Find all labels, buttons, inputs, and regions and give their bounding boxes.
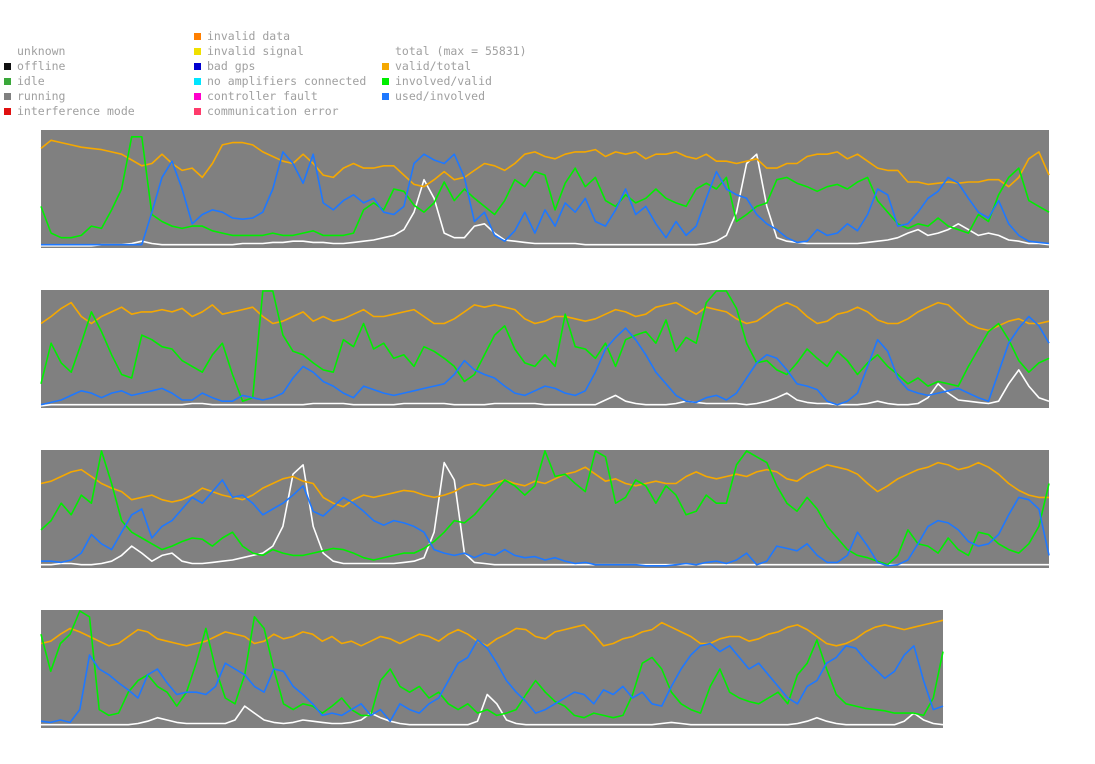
legend-label: total (max = 55831) <box>395 44 527 58</box>
legend-label: controller fault <box>207 89 318 103</box>
legend-label: involved/valid <box>395 74 492 88</box>
legend-item: offline <box>4 59 135 74</box>
legend-item: valid/total <box>382 59 527 74</box>
series-line-total <box>41 693 944 726</box>
chart-row-2 <box>40 290 1050 407</box>
legend-label: used/involved <box>395 89 486 103</box>
legend-swatch <box>194 48 201 55</box>
series-line-valid-per-total <box>40 619 944 647</box>
legend-item: invalid signal <box>194 44 366 59</box>
legend-label: no amplifiers connected <box>207 74 367 88</box>
legend-label: unknown <box>17 44 66 58</box>
chart-strip-4 <box>41 610 943 728</box>
legend-label: interference mode <box>17 104 135 118</box>
legend-error-column: invalid data invalid signal bad gps no ampl… <box>194 29 366 119</box>
series-line-used-per-involved <box>40 315 1050 406</box>
series-line-involved-per-valid <box>40 450 1050 566</box>
legend-item: bad gps <box>194 59 366 74</box>
legend-swatch <box>4 108 11 115</box>
series-line-involved-per-valid <box>40 610 944 719</box>
series-line-used-per-involved <box>41 479 1050 567</box>
legend-item: invalid data <box>194 29 366 44</box>
legend-label: valid/total <box>395 59 472 73</box>
series-line-valid-per-total <box>40 301 1050 332</box>
chart-row-4 <box>40 610 944 726</box>
legend-swatch <box>382 93 389 100</box>
chart-row-1 <box>40 136 1050 247</box>
series-line-valid-per-total <box>40 461 1049 508</box>
series-line-used-per-involved <box>40 639 944 724</box>
legend-label: bad gps <box>207 59 256 73</box>
series-line-involved-per-valid <box>40 290 1050 403</box>
legend-status-column: unknown offline idle running interference mo… <box>4 44 135 119</box>
legend-swatch <box>4 63 11 70</box>
series-line-valid-per-total <box>40 139 1050 188</box>
legend-label: running <box>17 89 66 103</box>
series-line-used-per-involved <box>41 151 1050 246</box>
chart-strip-3 <box>41 450 1049 568</box>
series-line-total <box>41 461 1049 566</box>
legend-swatch <box>194 78 201 85</box>
legend-swatch <box>194 93 201 100</box>
legend-swatch <box>382 63 389 70</box>
legend-label: invalid data <box>207 29 291 43</box>
series-line-total <box>41 153 1050 247</box>
legend-item: interference mode <box>4 104 135 119</box>
legend-swatch <box>194 63 201 70</box>
legend-swatch <box>4 93 11 100</box>
legend-label: invalid signal <box>207 44 304 58</box>
legend-item: controller fault <box>194 89 366 104</box>
legend-item: total (max = 55831) <box>382 44 527 59</box>
legend-swatch <box>194 108 201 115</box>
chart-strip-1 <box>41 130 1049 248</box>
series-line-total <box>40 369 1050 407</box>
legend-item: running <box>4 89 135 104</box>
legend-label: offline <box>17 59 66 73</box>
legend-swatch <box>194 33 201 40</box>
legend: unknown offline idle running interference mo… <box>0 29 1095 124</box>
legend-item: idle <box>4 74 135 89</box>
legend-item: used/involved <box>382 89 527 104</box>
legend-swatch <box>382 78 389 85</box>
legend-item: unknown <box>4 44 135 59</box>
chart-row-3 <box>40 450 1050 567</box>
legend-item: no amplifiers connected <box>194 74 366 89</box>
legend-item: involved/valid <box>382 74 527 89</box>
chart-strip-2 <box>41 290 1049 408</box>
legend-item: communication error <box>194 104 366 119</box>
legend-swatch <box>4 78 11 85</box>
legend-label: idle <box>17 74 45 88</box>
series-line-involved-per-valid <box>40 136 1050 239</box>
legend-label: communication error <box>207 104 339 118</box>
legend-ratio-column: total (max = 55831) valid/total involved/v… <box>382 44 527 104</box>
